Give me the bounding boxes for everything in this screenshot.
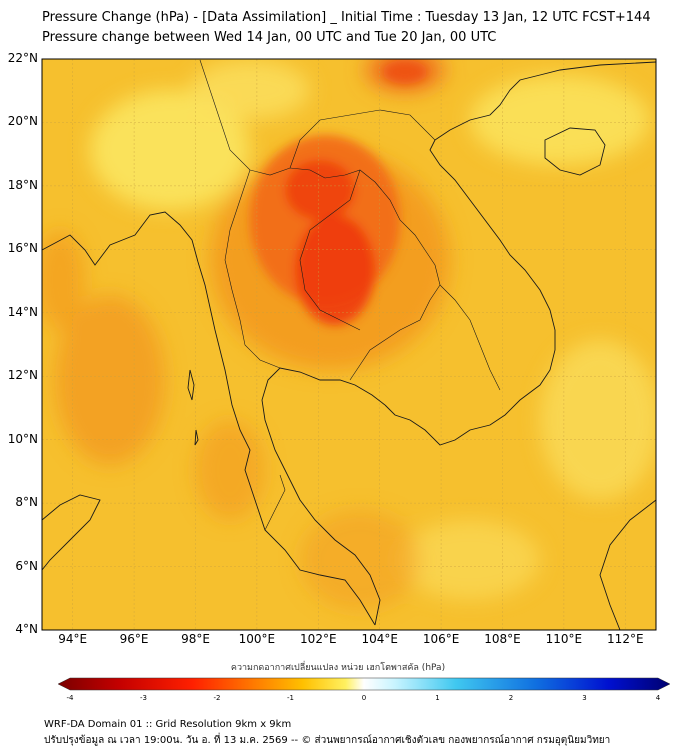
footer-update-info: ปรับปรุงข้อมูล ณ เวลา 19:00น. วัน อ. ที่… [44, 735, 611, 746]
colorbar-caption: ความกดอากาศเปลี่ยนแปลง หน่วย เฮกโตพาสคัล… [230, 663, 446, 673]
colorbar-tick-label: -1 [287, 694, 294, 702]
colorbar-tick-label: 0 [361, 694, 367, 702]
colorbar-tick-label: 3 [582, 694, 587, 702]
colorbar-tick-label: 1 [435, 694, 440, 702]
lat-label: 22°N [7, 51, 38, 65]
footer-model-info: WRF-DA Domain 01 :: Grid Resolution 9km … [44, 719, 292, 730]
lat-label: 8°N [15, 495, 38, 510]
lon-label: 104°E [361, 632, 398, 646]
country-borders [199, 59, 501, 531]
lon-label: 96°E [119, 632, 149, 646]
lon-label: 94°E [58, 632, 88, 646]
colorbar-tick-label: -4 [66, 694, 74, 702]
pressure-field [42, 59, 656, 630]
map-title: Pressure Change (hPa) - [Data Assimilati… [42, 10, 651, 25]
colorbar-tick-label: 2 [508, 694, 514, 702]
lat-label: 4°N [15, 622, 38, 636]
lon-label: 106°E [422, 632, 460, 646]
colorbar-tick-label: -3 [140, 694, 147, 702]
lon-label: 108°E [484, 632, 521, 646]
lon-label: 110°E [545, 632, 583, 646]
lat-label: 18°N [7, 177, 38, 192]
lat-label: 6°N [15, 558, 38, 573]
lat-label: 16°N [7, 241, 38, 256]
lat-label: 20°N [7, 114, 38, 129]
lat-label: 12°N [7, 368, 38, 383]
lon-label: 100°E [238, 632, 276, 646]
colorbar-tick-label: 4 [655, 694, 661, 702]
colorbar-tick-label: -2 [213, 694, 221, 702]
lat-label: 10°N [7, 431, 38, 446]
map-subtitle: Pressure change between Wed 14 Jan, 00 U… [42, 30, 497, 45]
lat-label: 14°N [7, 304, 38, 319]
lon-label: 98°E [181, 632, 210, 646]
gridlines [42, 59, 656, 630]
lon-label: 102°E [300, 632, 337, 646]
colorbar [57, 677, 671, 691]
coastlines [42, 61, 656, 630]
map-frame [41, 58, 657, 631]
lon-label: 112°E [607, 632, 644, 646]
